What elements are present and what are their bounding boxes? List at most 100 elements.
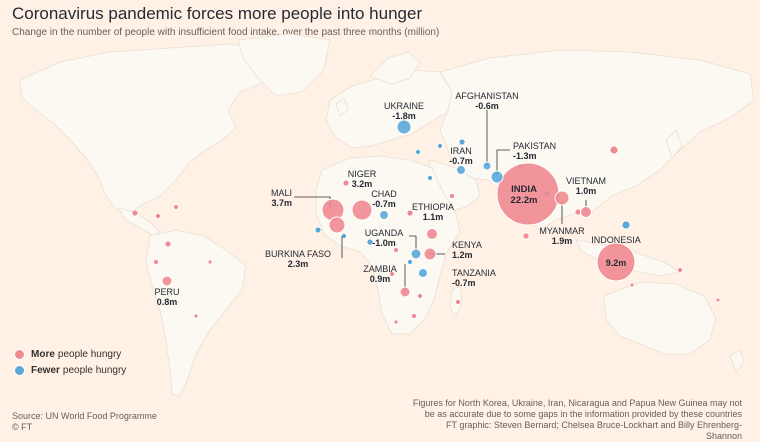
label-vietnam: VIETNAM [566,176,606,186]
footnote-line-1: Figures for North Korea, Ukraine, Iran, … [412,398,742,408]
bubble-kenya [423,247,437,261]
bubble-vietnam [580,206,592,218]
minor-bubble [458,138,466,146]
minor-bubble [155,213,161,219]
bubble-afghanistan [482,161,492,171]
minor-bubble [393,319,399,325]
bubble-pakistan [490,170,504,184]
minor-bubble [522,232,530,240]
label-afghanistan: AFGHANISTAN [455,91,518,101]
legend-more-swatch [14,348,25,360]
value-chad: -0.7m [372,199,396,209]
bubble-chad [379,210,389,220]
value-ukraine: -1.8m [392,111,416,121]
label-burkina-faso: BURKINA FASO [265,249,331,259]
label-ethiopia: ETHIOPIA [412,202,454,212]
value-afghanistan: -0.6m [475,101,499,111]
copyright-line: © FT [12,422,33,432]
minor-bubble [341,233,347,239]
minor-bubble [411,313,417,319]
map-legend: More people hungry Fewer people hungry [14,346,126,378]
label-mali: MALI [271,188,292,198]
scandinavia-land [369,51,421,85]
label-kenya: KENYA [452,240,482,250]
bubble-myanmar [554,190,570,206]
minor-bubble [164,240,172,248]
label-myanmar: MYANMAR [539,226,585,236]
value-tanzania: -0.7m [452,278,476,288]
bubble-iran [456,165,466,175]
north-america-land [19,43,291,215]
label-india: INDIA [511,184,537,195]
label-iran: IRAN [450,146,472,156]
minor-bubble [393,247,399,253]
value-niger: 3.2m [352,179,373,189]
leader-line [409,235,417,252]
minor-bubble [389,271,395,277]
legend-more: More people hungry [14,346,126,362]
africa-land [315,155,461,335]
value-mali: 3.7m [271,198,292,208]
minor-bubble [131,209,139,217]
south-america-land [145,229,247,397]
bubble-niger [351,199,373,221]
minor-bubble [314,226,322,234]
australia-land [603,281,717,355]
minor-bubble [417,293,423,299]
source-credit: Source: UN World Food Programme © FT [12,411,157,433]
minor-bubble [342,179,350,187]
greenland-land [237,33,331,97]
value-kenya: 1.2m [452,250,473,260]
country-labels: UKRAINE -1.8m AFGHANISTAN -0.6m PAKISTAN… [154,91,640,307]
value-india: 22.2m [511,195,538,206]
minor-bubble [449,193,455,199]
label-peru: PERU [154,287,179,297]
minor-bubble [455,299,461,305]
label-niger: NIGER [348,169,377,179]
japan-land [665,129,683,159]
legend-more-text: people hungry [57,348,122,360]
central-america-land [117,207,161,237]
minor-bubble [207,259,213,265]
bubble-ukraine [396,119,412,135]
value-ethiopia: 1.1m [423,212,444,222]
value-indonesia: 9.2m [606,258,627,268]
value-burkina-faso: 2.3m [288,259,309,269]
legend-fewer-bold: Fewer [31,364,60,376]
minor-bubble [193,313,199,319]
legend-more-bold: More [31,348,55,360]
minor-bubble [629,282,635,288]
source-line: Source: UN World Food Programme [12,411,157,421]
major-bubbles [161,119,636,298]
value-pakistan: -1.3m [513,151,537,161]
label-ukraine: UKRAINE [384,101,424,111]
footnote-line-2: be as accurate due to some gaps in the i… [424,409,742,419]
minor-bubble [173,204,179,210]
bubble-indonesia [596,242,636,282]
value-uganda: -1.0m [372,238,396,248]
minor-bubble [366,238,374,246]
minor-bubble [427,175,433,181]
minor-bubble [621,220,631,230]
legend-fewer: Fewer people hungry [14,362,126,378]
label-uganda: UGANDA [365,228,404,238]
value-zambia: 0.9m [370,274,391,284]
minor-bubble [407,259,413,265]
legend-fewer-swatch [14,364,25,376]
label-chad: CHAD [371,189,397,199]
chart-title: Coronavirus pandemic forces more people … [12,4,423,23]
value-vietnam: 1.0m [576,186,597,196]
label-pakistan: PAKISTAN [513,141,556,151]
minor-bubble [406,209,414,217]
label-tanzania: TANZANIA [452,268,496,278]
footnote: Figures for North Korea, Ukraine, Iran, … [412,398,742,442]
bubble-ethiopia [426,228,438,240]
minor-bubble [153,259,159,265]
value-myanmar: 1.9m [552,236,573,246]
leader-line [496,149,510,175]
minor-bubble [437,143,443,149]
value-iran: -0.7m [449,156,473,166]
label-indonesia: INDONESIA [591,235,641,245]
